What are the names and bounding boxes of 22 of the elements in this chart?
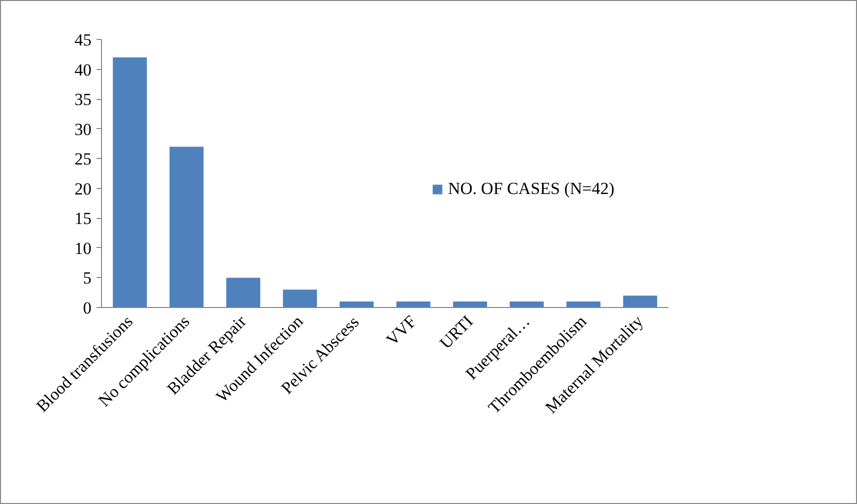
bar xyxy=(453,302,488,308)
y-tick-label: 0 xyxy=(83,298,92,318)
y-tick-label: 25 xyxy=(74,150,92,169)
y-tick-label: 40 xyxy=(74,60,92,80)
y-tick-label: 20 xyxy=(74,179,92,198)
bar xyxy=(510,302,544,308)
y-tick-label: 30 xyxy=(74,120,92,139)
bar xyxy=(396,302,430,308)
y-tick-label: 5 xyxy=(83,268,92,288)
x-tick-label: VVF xyxy=(382,312,420,350)
legend-label: NO. OF CASES (N=42) xyxy=(448,179,614,199)
y-tick-label: 35 xyxy=(74,90,92,110)
bar xyxy=(112,57,147,308)
bar xyxy=(340,302,374,308)
y-tick-label: 45 xyxy=(74,30,92,50)
bar xyxy=(282,290,317,308)
bar xyxy=(623,296,658,308)
y-tick-label: 15 xyxy=(74,209,92,228)
bar xyxy=(170,146,204,308)
bar xyxy=(566,302,600,308)
bar xyxy=(226,278,260,308)
y-tick-label: 10 xyxy=(74,238,92,258)
